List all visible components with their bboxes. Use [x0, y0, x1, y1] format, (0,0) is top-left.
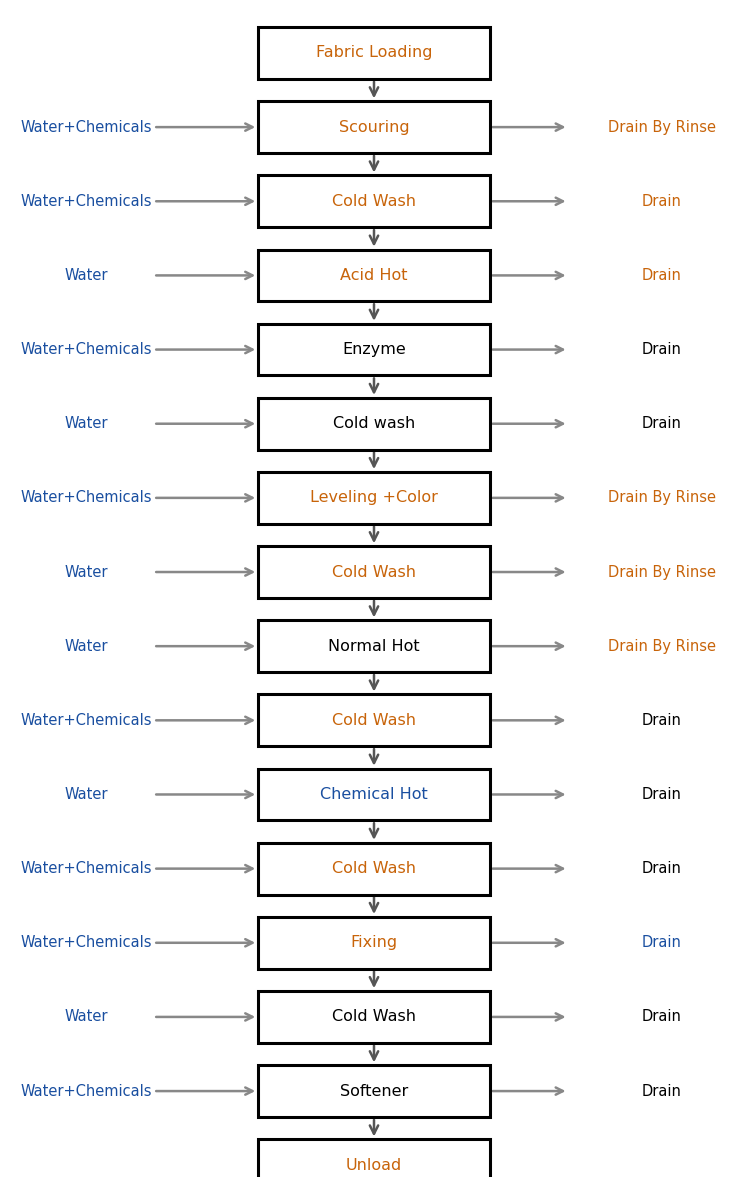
Text: Enzyme: Enzyme [342, 343, 406, 357]
Bar [258, 324, 490, 375]
Text: Drain: Drain [642, 936, 682, 950]
Text: Water+Chemicals: Water+Chemicals [20, 713, 152, 727]
Bar [258, 175, 490, 227]
Text: Drain: Drain [642, 343, 682, 357]
Bar [258, 620, 490, 672]
Text: Water+Chemicals: Water+Chemicals [20, 194, 152, 208]
Bar [258, 472, 490, 524]
Text: Water+Chemicals: Water+Chemicals [20, 936, 152, 950]
Text: Drain: Drain [642, 787, 682, 802]
Text: Drain: Drain [642, 194, 682, 208]
Text: Drain: Drain [642, 713, 682, 727]
Text: Water+Chemicals: Water+Chemicals [20, 1084, 152, 1098]
Text: Water: Water [64, 417, 108, 431]
Text: Chemical Hot: Chemical Hot [320, 787, 428, 802]
Bar [258, 1065, 490, 1117]
Bar [258, 27, 490, 79]
Text: Drain: Drain [642, 417, 682, 431]
Bar [258, 769, 490, 820]
Text: Fabric Loading: Fabric Loading [316, 46, 432, 60]
Text: Water+Chemicals: Water+Chemicals [20, 343, 152, 357]
Text: Cold Wash: Cold Wash [332, 194, 416, 208]
Text: Cold Wash: Cold Wash [332, 713, 416, 727]
Text: Water+Chemicals: Water+Chemicals [20, 491, 152, 505]
Bar [258, 694, 490, 746]
Text: Acid Hot: Acid Hot [340, 268, 408, 282]
Bar [258, 398, 490, 450]
Text: Fixing: Fixing [350, 936, 398, 950]
Text: Leveling +Color: Leveling +Color [310, 491, 438, 505]
Text: Water: Water [64, 639, 108, 653]
Text: Normal Hot: Normal Hot [328, 639, 420, 653]
Text: Cold Wash: Cold Wash [332, 1010, 416, 1024]
Bar [258, 917, 490, 969]
Bar [258, 250, 490, 301]
Text: Unload: Unload [346, 1158, 402, 1172]
Bar [258, 546, 490, 598]
Text: Softener: Softener [340, 1084, 408, 1098]
Text: Cold wash: Cold wash [333, 417, 415, 431]
Bar [258, 991, 490, 1043]
Bar [258, 1139, 490, 1177]
Bar [258, 101, 490, 153]
Text: Drain By Rinse: Drain By Rinse [608, 120, 716, 134]
Text: Water+Chemicals: Water+Chemicals [20, 862, 152, 876]
Text: Cold Wash: Cold Wash [332, 862, 416, 876]
Text: Drain By Rinse: Drain By Rinse [608, 565, 716, 579]
Text: Water+Chemicals: Water+Chemicals [20, 120, 152, 134]
Text: Scouring: Scouring [339, 120, 409, 134]
Text: Drain: Drain [642, 862, 682, 876]
Text: Water: Water [64, 787, 108, 802]
Text: Water: Water [64, 565, 108, 579]
Bar [258, 843, 490, 895]
Text: Drain: Drain [642, 1084, 682, 1098]
Text: Drain By Rinse: Drain By Rinse [608, 639, 716, 653]
Text: Cold Wash: Cold Wash [332, 565, 416, 579]
Text: Water: Water [64, 1010, 108, 1024]
Text: Water: Water [64, 268, 108, 282]
Text: Drain: Drain [642, 268, 682, 282]
Text: Drain: Drain [642, 1010, 682, 1024]
Text: Drain By Rinse: Drain By Rinse [608, 491, 716, 505]
